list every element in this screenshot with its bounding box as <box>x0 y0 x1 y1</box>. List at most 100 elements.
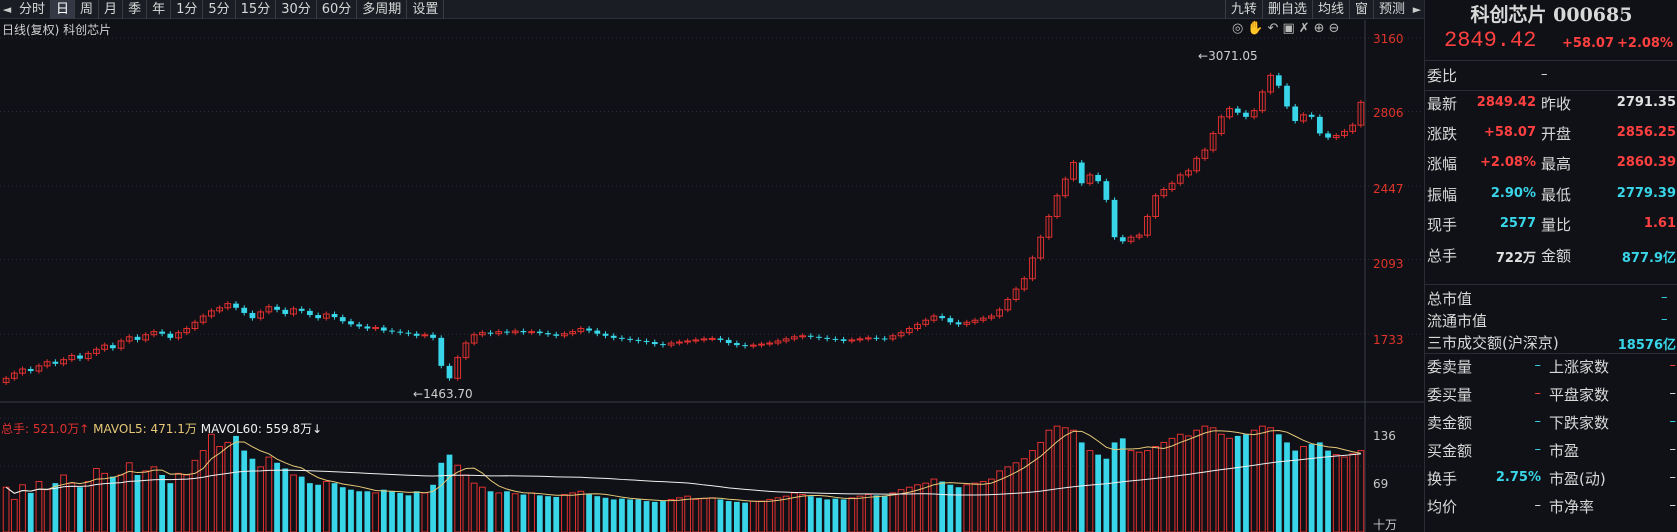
period-tab-10[interactable]: 60分 <box>317 0 358 19</box>
volume-bar <box>553 496 560 532</box>
volume-bar <box>955 487 962 532</box>
candle-body <box>979 317 987 321</box>
period-tab-11[interactable]: 多周期 <box>357 0 408 19</box>
weibi-value: – <box>1541 67 1548 82</box>
quote-label: 总手 <box>1427 247 1458 265</box>
period-tab-0[interactable]: 分时 <box>14 0 52 19</box>
candle-body <box>577 328 585 333</box>
candle-body <box>700 338 708 341</box>
candle-body <box>816 336 822 338</box>
book-label: 市盈 <box>1549 442 1580 460</box>
volume-bar <box>840 499 847 532</box>
volume-bar <box>717 499 724 532</box>
candle-body <box>1209 132 1217 151</box>
last-price: 2849.42 <box>1444 28 1537 53</box>
book-label: 市净率 <box>1549 498 1595 516</box>
volume-bar <box>10 498 18 532</box>
candle-body <box>1300 114 1307 122</box>
divider <box>1425 60 1677 61</box>
candle-body <box>199 315 207 323</box>
volume-bar <box>1119 438 1126 532</box>
volume-bar <box>790 492 798 532</box>
period-toolbar: ◄ 分时日周月季年 1分 5分 15分 30分 60分 多周期 设置 九转 删自选 均线窗预测 ► <box>0 0 1424 19</box>
candle-body <box>159 331 165 334</box>
volume-bar <box>627 499 634 532</box>
back-nav-icon[interactable]: ◄ <box>2 2 12 16</box>
volume-bar <box>191 459 199 532</box>
volume-bar <box>101 472 109 532</box>
toolbar-right-button-4[interactable]: 预测 <box>1372 0 1410 19</box>
candle-body <box>1095 174 1102 182</box>
undo-icon[interactable]: ↶ <box>1267 21 1283 36</box>
volume-bar <box>1176 433 1184 532</box>
kline-chart[interactable] <box>0 20 1424 532</box>
lock-icon[interactable]: ▣ <box>1282 21 1299 36</box>
period-tab-6[interactable]: 1分 <box>171 0 204 19</box>
quote-label: 现手 <box>1427 216 1458 234</box>
market-cap-label: 总市值 <box>1427 290 1473 308</box>
price-axis-label: 3160 <box>1373 32 1404 46</box>
price-axis-label: 2447 <box>1373 182 1404 196</box>
volume-bar <box>208 433 215 532</box>
settings-icon[interactable]: ✗ <box>1298 21 1314 36</box>
volume-bar <box>971 482 979 532</box>
volume-bar <box>109 476 116 532</box>
candle-body <box>1111 199 1118 238</box>
candle-body <box>274 306 280 310</box>
period-tab-5[interactable]: 年 <box>147 0 172 19</box>
period-tab-4[interactable]: 季 <box>123 0 148 19</box>
book-value: – <box>1669 386 1677 401</box>
candle-body <box>19 368 26 374</box>
candle-body <box>315 315 321 319</box>
volume-bar <box>897 489 905 532</box>
candle-body <box>1258 91 1266 112</box>
volume-bar <box>1217 433 1225 532</box>
zoom-out-icon[interactable]: ⊖ <box>1328 21 1344 36</box>
hand-icon[interactable]: ✋ <box>1247 21 1268 36</box>
book-label: 买金额 <box>1427 442 1473 460</box>
candle-body <box>1004 298 1012 311</box>
candle-body <box>963 321 971 325</box>
toolbar-right-button-2[interactable]: 均线 <box>1311 0 1349 19</box>
candle-body <box>1037 236 1045 259</box>
candle-body <box>955 322 962 325</box>
period-tab-2[interactable]: 周 <box>75 0 100 19</box>
volume-bar <box>1061 427 1069 532</box>
eye-icon[interactable]: ◎ <box>1232 21 1248 36</box>
period-tab-1[interactable]: 日 <box>51 0 76 19</box>
period-tab-7[interactable]: 5分 <box>203 0 236 19</box>
period-tab-3[interactable]: 月 <box>99 0 124 19</box>
candle-body <box>545 333 551 335</box>
forward-nav-icon[interactable]: ► <box>1412 2 1422 16</box>
candle-body <box>68 354 76 361</box>
candle-body <box>742 345 748 347</box>
period-tab-9[interactable]: 30分 <box>276 0 317 19</box>
volume-bar <box>504 491 510 532</box>
price-axis-label: 2093 <box>1373 257 1404 271</box>
quote-label: 金额 <box>1541 247 1572 265</box>
candle-body <box>733 343 740 346</box>
toolbar-right-button-3[interactable]: 窗 <box>1348 0 1373 19</box>
candle-body <box>914 323 921 330</box>
volume-bar <box>249 458 256 532</box>
candle-body <box>1045 215 1053 238</box>
candle-body <box>233 303 239 308</box>
volume-bar <box>364 491 371 532</box>
mavol60-line <box>5 453 1361 496</box>
period-tab-8[interactable]: 15分 <box>236 0 277 19</box>
toolbar-right-button-0[interactable]: 九转 <box>1224 0 1262 19</box>
zoom-in-icon[interactable]: ⊕ <box>1313 21 1329 36</box>
volume-bar <box>1275 434 1282 532</box>
book-label: 换手 <box>1427 470 1458 488</box>
candle-body <box>536 331 543 334</box>
volume-bar <box>1341 456 1348 532</box>
candle-body <box>651 342 658 345</box>
volume-bar <box>60 474 67 532</box>
volume-bar <box>708 497 716 532</box>
toolbar-right-button-1[interactable]: 删自选 <box>1261 0 1312 19</box>
quote-label: 涨幅 <box>1427 155 1458 173</box>
candle-body <box>1292 106 1299 122</box>
period-tab-12[interactable]: 设置 <box>407 0 445 19</box>
volume-bar <box>265 456 273 532</box>
volume-bar <box>979 481 987 532</box>
